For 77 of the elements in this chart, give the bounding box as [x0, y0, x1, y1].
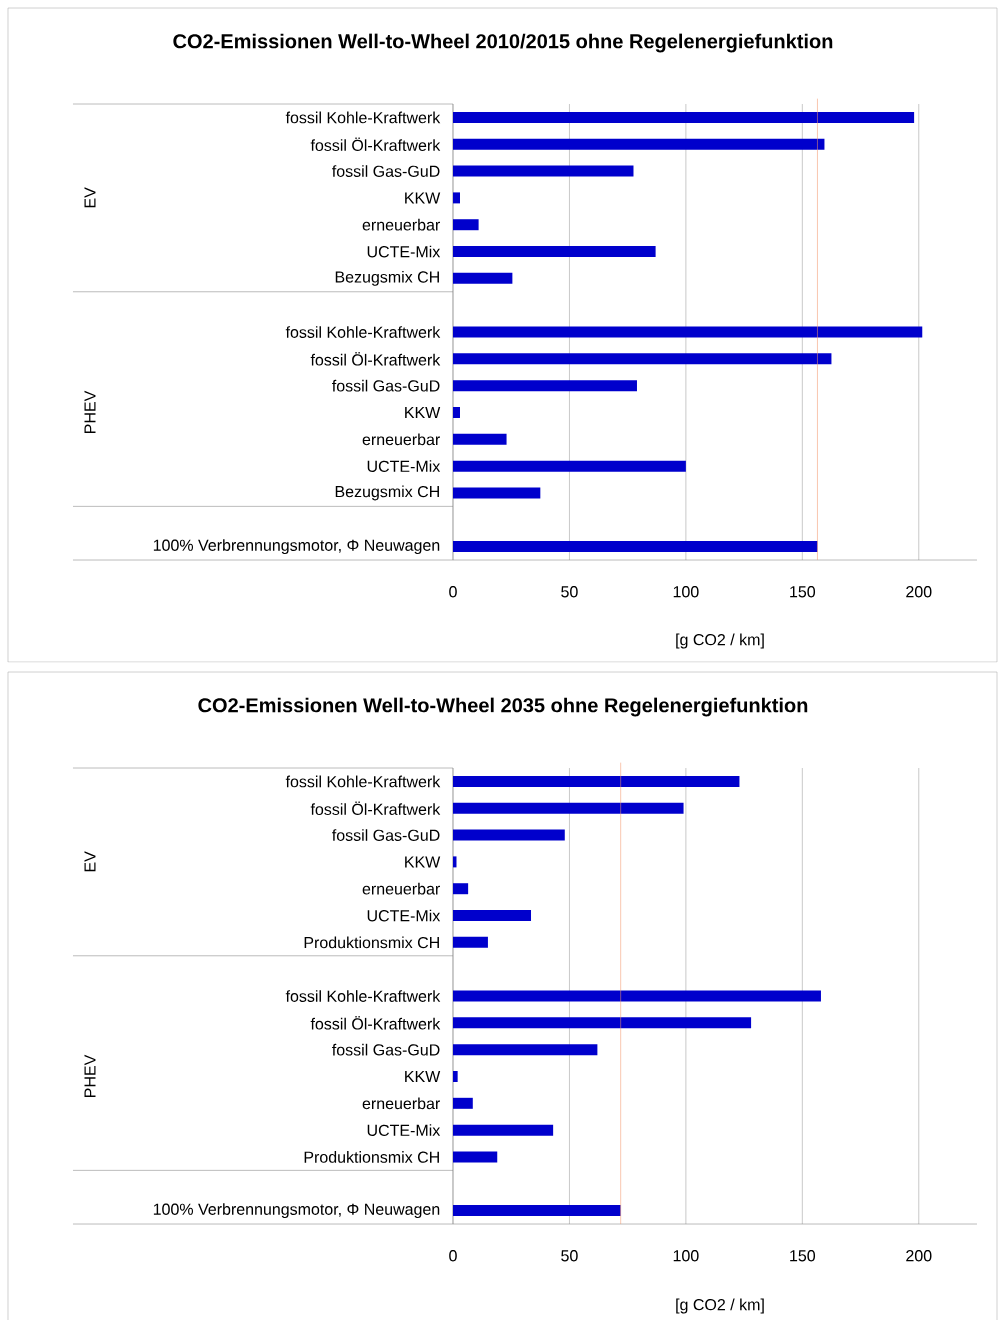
y-tick-label: UCTE-Mix — [367, 245, 441, 258]
bar — [452, 1205, 621, 1217]
bar — [452, 936, 488, 948]
bar — [452, 433, 507, 445]
x-tick-label: 0 — [449, 586, 457, 598]
x-tick-label: 100 — [673, 586, 699, 598]
bar — [452, 487, 541, 499]
bar — [452, 1017, 752, 1029]
bar — [452, 910, 532, 922]
y-tick-label: KKW — [405, 406, 441, 418]
y-tick-label: fossil Öl-Kraftwerk — [310, 137, 441, 152]
bar — [452, 246, 656, 258]
bar — [452, 138, 825, 150]
x-tick-label: 200 — [906, 586, 932, 598]
x-tick-label: 150 — [790, 586, 816, 598]
x-tick-label: 50 — [561, 1250, 578, 1262]
y-tick-label: fossil Gas-GuD — [332, 379, 440, 392]
y-tick-label: UCTE-Mix — [367, 460, 441, 472]
bar — [452, 1044, 598, 1056]
y-tick-label: fossil Gas-GuD — [332, 1043, 440, 1056]
chart-title: CO2-Emissionen Well-to-Wheel 2010/2015 ohne Regelenergiefunktion — [173, 33, 833, 53]
bar — [452, 883, 469, 895]
x-tick-label: 200 — [906, 1250, 932, 1262]
y-tick-label: fossil Kohle-Kraftwerk — [285, 111, 441, 124]
y-tick-label: fossil Gas-GuD — [332, 165, 440, 177]
bar — [452, 219, 479, 231]
y-tick-label: fossil Öl-Kraftwerk — [310, 1016, 441, 1030]
y-tick-label: fossil Öl-Kraftwerk — [310, 801, 441, 816]
text: PHEV — [84, 1054, 96, 1097]
text: PHEV — [84, 390, 96, 433]
bar — [452, 775, 740, 787]
bar — [452, 272, 513, 284]
y-tick-label: fossil Öl-Kraftwerk — [310, 352, 441, 366]
bar — [452, 326, 923, 338]
bar — [452, 192, 460, 204]
bar — [452, 829, 565, 841]
y-tick-label: 100% Verbrennungsmotor, Φ Neuwagen — [153, 539, 440, 555]
text: EV — [84, 851, 96, 872]
y-tick-label: KKW — [405, 192, 441, 204]
text: EV — [84, 187, 96, 208]
y-tick-label: UCTE-Mix — [367, 1124, 441, 1136]
x-tick-label: 150 — [790, 1250, 816, 1262]
y-tick-label: erneuerbar — [362, 1097, 440, 1110]
bar — [452, 990, 821, 1002]
y-tick-label: KKW — [405, 1070, 441, 1082]
x-tick-label: 50 — [561, 586, 578, 598]
y-tick-label: KKW — [405, 856, 441, 868]
bar — [452, 1070, 458, 1082]
bar — [452, 1124, 554, 1136]
y-tick-label: fossil Kohle-Kraftwerk — [285, 326, 441, 338]
x-axis-title: [g CO2 / km] — [676, 1298, 764, 1314]
y-tick-label: erneuerbar — [362, 882, 440, 895]
x-tick-label: 0 — [449, 1250, 457, 1262]
bar — [452, 541, 818, 553]
y-tick-label: erneuerbar — [362, 218, 440, 231]
y-tick-label: fossil Kohle-Kraftwerk — [285, 775, 441, 788]
bar — [452, 353, 832, 365]
chart-title: CO2-Emissionen Well-to-Wheel 2035 ohne Regelenergiefunktion — [198, 697, 808, 717]
x-tick-label: 100 — [673, 1250, 699, 1262]
bar — [452, 460, 686, 472]
y-tick-label: Bezugsmix CH — [335, 485, 439, 501]
y-tick-label: Bezugsmix CH — [335, 270, 439, 286]
x-axis-title: [g CO2 / km] — [676, 633, 764, 649]
y-tick-label: fossil Gas-GuD — [332, 829, 440, 841]
bar — [452, 1097, 473, 1109]
bar — [452, 802, 684, 814]
y-tick-label: 100% Verbrennungsmotor, Φ Neuwagen — [153, 1203, 440, 1219]
bar — [452, 1151, 498, 1163]
y-tick-label: erneuerbar — [362, 433, 440, 446]
y-tick-label: Produktionsmix CH — [304, 936, 439, 949]
bar — [452, 111, 915, 123]
bar — [452, 406, 460, 418]
y-tick-label: Produktionsmix CH — [304, 1151, 439, 1163]
bar — [452, 165, 634, 177]
y-tick-label: fossil Kohle-Kraftwerk — [285, 990, 441, 1002]
bar — [452, 380, 637, 392]
y-tick-label: UCTE-Mix — [367, 909, 441, 922]
